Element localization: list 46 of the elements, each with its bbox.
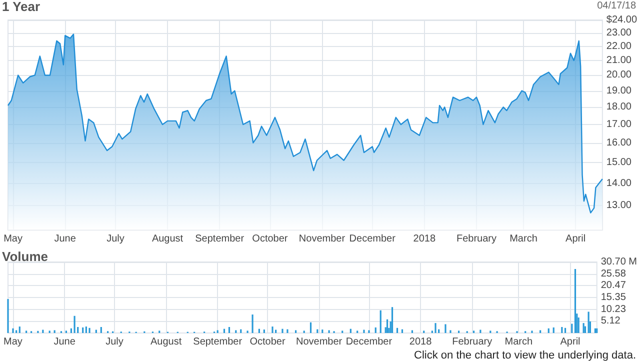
y-tick-label: 22.00 — [606, 40, 632, 52]
x-tick-label: September — [195, 234, 245, 244]
y-tick-label: 30.70 M — [600, 256, 638, 268]
x-tick-label: April — [560, 336, 580, 348]
x-tick-label: June — [54, 234, 76, 244]
x-tick-label: July — [106, 336, 124, 348]
x-tick-label: March — [510, 234, 538, 244]
y-tick-label: 19.00 — [606, 85, 632, 96]
y-tick-label: 21.00 — [606, 54, 632, 66]
x-tick-label: February — [452, 336, 492, 348]
y-tick-label: 14.00 — [606, 178, 632, 189]
x-tick-label: October — [252, 234, 288, 244]
x-tick-label: November — [298, 234, 346, 244]
x-tick-label: February — [456, 234, 496, 244]
x-tick-label: April — [566, 234, 586, 244]
x-tick-label: July — [106, 234, 124, 244]
y-tick-label: 20.47 — [600, 280, 626, 292]
y-tick-label: 13.00 — [606, 200, 632, 212]
x-tick-label: December — [346, 336, 393, 348]
chart-title: 1 Year — [2, 0, 40, 14]
y-tick-label: $24.00 — [606, 14, 638, 26]
x-tick-label: May — [4, 336, 22, 348]
y-tick-label: 16.00 — [606, 137, 632, 148]
y-tick-label: 25.58 — [600, 268, 626, 280]
text: Click on the chart to view the underlying data. — [414, 350, 636, 361]
x-tick-label: 2018 — [409, 336, 432, 348]
chart-title: Volume — [2, 249, 48, 264]
y-tick-label: 5.12 — [600, 316, 621, 327]
y-tick-label: 17.00 — [606, 118, 632, 130]
y-tick-label: 23.00 — [606, 27, 632, 38]
x-tick-label: December — [349, 234, 396, 244]
y-tick-label: 20.00 — [606, 70, 632, 81]
y-tick-label: 10.23 — [600, 304, 626, 315]
x-tick-label: March — [504, 336, 533, 348]
x-tick-label: June — [54, 336, 76, 348]
y-tick-label: 15.00 — [606, 156, 632, 168]
x-tick-label: September — [193, 336, 243, 348]
x-tick-label: August — [150, 336, 182, 348]
text: 04/17/18 — [597, 0, 636, 12]
x-tick-label: October — [250, 336, 286, 348]
y-tick-label: 18.00 — [606, 102, 632, 113]
x-tick-label: May — [4, 234, 22, 244]
x-tick-label: August — [152, 234, 184, 244]
y-tick-label: 15.35 — [600, 292, 626, 303]
x-tick-label: 2018 — [413, 234, 436, 244]
x-tick-label: November — [296, 336, 343, 348]
